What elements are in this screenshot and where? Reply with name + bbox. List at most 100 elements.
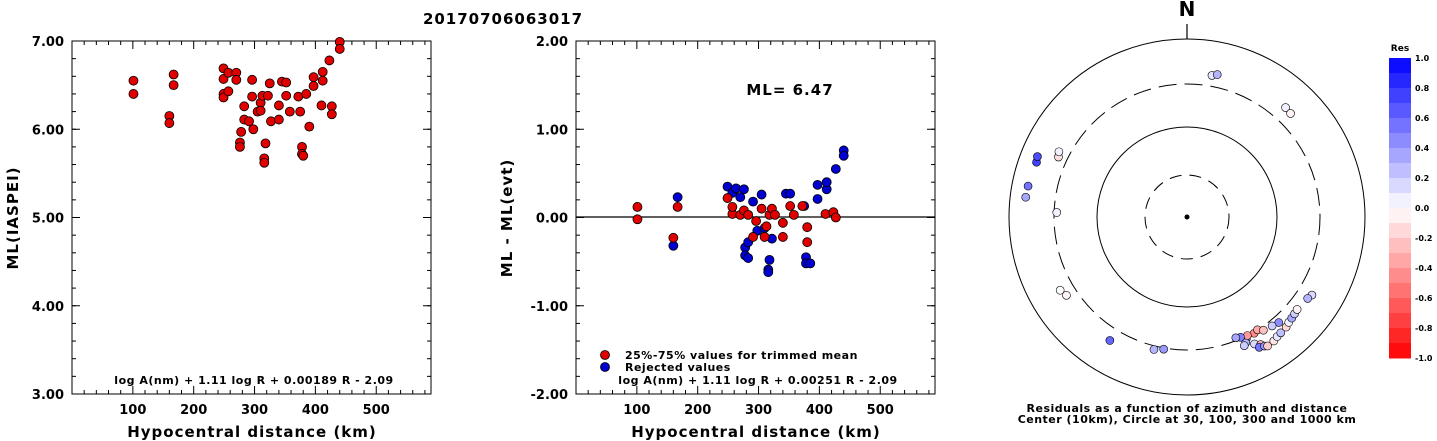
ml-xtick-label: 400 xyxy=(302,403,329,418)
used-point xyxy=(743,209,754,220)
ml-point xyxy=(247,74,258,85)
ring-300km xyxy=(1053,83,1321,351)
azimuth-caption-1: Residuals as a function of azimuth and d… xyxy=(1027,402,1348,415)
epicenter-marker xyxy=(1184,214,1190,220)
colorbar-ticks: 1.0 0.8 0.6 0.4 0.2 0.0 -0.2 -0.4 -0.6 -0.8 -1.0 xyxy=(1415,54,1433,363)
panel-ml: 100 200 300 400 500 3.00 4.00 5.00 6.00 7.00 log … xyxy=(4,35,432,441)
residual-xtick-label: 400 xyxy=(806,403,833,418)
colorbar-cell xyxy=(1389,253,1411,269)
colorbar-tick-label: 0.0 xyxy=(1415,204,1430,213)
residual-ytick-label: -2.00 xyxy=(531,388,568,403)
colorbar-title: Res xyxy=(1391,44,1409,54)
ml-point xyxy=(239,101,250,112)
rejected-point xyxy=(805,258,816,269)
colorbar-cell xyxy=(1389,118,1411,134)
colorbar-tick-label: 0.4 xyxy=(1415,144,1430,153)
rejected-point xyxy=(748,196,758,207)
ml-xtick-label: 300 xyxy=(241,403,268,418)
colorbar-cells xyxy=(1389,58,1411,359)
colorbar-cell xyxy=(1389,133,1411,149)
colorbar-cell xyxy=(1389,103,1411,119)
residual-ytick-label: -1.00 xyxy=(531,300,568,315)
used-point xyxy=(722,193,733,203)
colorbar-cell xyxy=(1389,193,1411,209)
rejected-point xyxy=(672,192,683,203)
ml-xtick-label: 200 xyxy=(180,403,207,418)
ml-point xyxy=(255,105,266,116)
ml-point xyxy=(259,157,270,168)
residual-ytick-label: 2.00 xyxy=(536,35,568,50)
ml-point xyxy=(263,90,273,101)
colorbar-cell xyxy=(1389,328,1411,344)
station-point xyxy=(1159,344,1168,354)
residual-ytick-label: 1.00 xyxy=(536,123,568,138)
colorbar-cell xyxy=(1389,283,1411,299)
ml-point xyxy=(326,109,337,120)
ml-value-label: ML= 6.47 xyxy=(746,81,833,99)
figure-title: 20170706063017 xyxy=(423,10,583,28)
colorbar-cell xyxy=(1389,148,1411,164)
ml-point xyxy=(295,106,306,117)
ml-point xyxy=(304,121,315,132)
ml-xtick-label: 500 xyxy=(363,403,390,418)
station-point xyxy=(1231,333,1241,343)
panel-residual-points xyxy=(632,145,849,278)
panel-ml-formula: log A(nm) + 1.11 log R + 0.00189 R - 2.0… xyxy=(114,374,393,387)
station-point xyxy=(1259,325,1268,335)
colorbar-tick-label: 0.8 xyxy=(1415,84,1430,93)
rejected-point xyxy=(785,188,796,199)
panel-residual-ylabel: ML - ML(evt) xyxy=(498,159,516,277)
used-point xyxy=(761,221,772,232)
station-point xyxy=(1055,285,1065,295)
colorbar-cell xyxy=(1389,163,1411,179)
colorbar-tick-label: -0.4 xyxy=(1415,264,1433,273)
ml-point xyxy=(298,150,309,161)
ml-point xyxy=(334,44,345,54)
ml-ytick-label: 5.00 xyxy=(32,212,64,227)
azimuth-caption-2: Center (10km), Circle at 30, 100, 300 an… xyxy=(1018,413,1357,426)
ml-point xyxy=(264,78,275,89)
rejected-point xyxy=(739,184,749,195)
station-point xyxy=(1303,294,1312,303)
station-point xyxy=(1263,341,1272,351)
ml-point xyxy=(273,114,284,125)
station-point xyxy=(1054,147,1064,157)
colorbar-tick-label: -0.8 xyxy=(1415,324,1433,333)
ml-point xyxy=(317,66,328,77)
ml-point xyxy=(308,81,319,91)
station-point xyxy=(1149,345,1159,354)
rejected-point xyxy=(764,254,775,265)
ml-point xyxy=(273,100,284,111)
panel-residual: 100 200 300 400 500 -2.00 -1.00 0.00 1.00 2.00 ML… xyxy=(498,35,936,441)
used-point xyxy=(668,232,679,243)
ml-point xyxy=(168,69,179,80)
colorbar-cell xyxy=(1389,73,1411,89)
rejected-point xyxy=(838,150,849,161)
station-point xyxy=(1212,70,1222,79)
ml-point xyxy=(128,89,139,99)
legend-used-marker xyxy=(600,350,610,360)
colorbar-cell xyxy=(1389,223,1411,239)
ml-point xyxy=(168,80,179,91)
station-point xyxy=(1292,305,1302,314)
station-point xyxy=(1281,103,1290,112)
ml-point xyxy=(317,75,328,86)
used-point xyxy=(727,202,738,212)
colorbar-cell xyxy=(1389,268,1411,284)
colorbar-tick-label: -0.6 xyxy=(1415,294,1433,303)
panel-ml-ticks: 100 200 300 400 500 3.00 4.00 5.00 6.00 7.00 xyxy=(32,35,431,418)
ml-xtick-label: 100 xyxy=(119,403,146,418)
rejected-point xyxy=(756,189,767,200)
residual-xtick-label: 200 xyxy=(684,403,711,418)
ml-point xyxy=(281,90,292,101)
rejected-point xyxy=(743,253,754,263)
station-point xyxy=(1021,192,1031,202)
colorbar-tick-label: -0.2 xyxy=(1415,234,1433,243)
legend-used-label: 25%-75% values for trimmed mean xyxy=(625,349,858,362)
ml-point xyxy=(247,91,258,102)
north-label: N xyxy=(1179,0,1196,21)
station-point xyxy=(1033,152,1042,161)
rejected-point xyxy=(812,179,823,190)
station-point xyxy=(1239,341,1249,350)
